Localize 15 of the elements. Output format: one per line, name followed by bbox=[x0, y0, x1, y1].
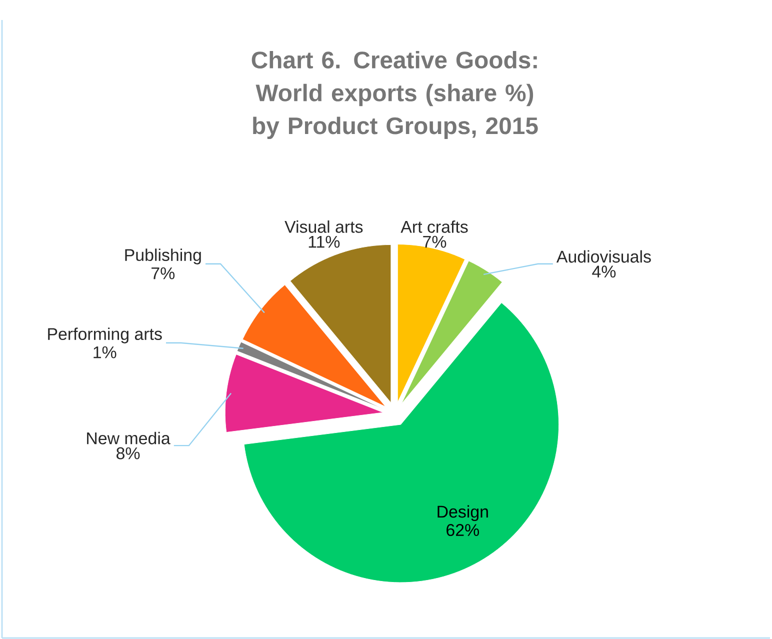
slice-label: Publishing bbox=[125, 248, 201, 264]
slice-label: Visual arts bbox=[284, 220, 363, 233]
slice-label: Design bbox=[438, 505, 488, 522]
data-label: 11% bbox=[308, 236, 340, 248]
slice-label: Art crafts bbox=[400, 220, 468, 233]
data-label: 1% bbox=[94, 346, 116, 358]
data-label: 62% bbox=[446, 524, 479, 536]
data-label: 7% bbox=[152, 267, 175, 280]
data-label: 7% bbox=[423, 236, 446, 248]
chart-title: Chart 6. Creative Goods: World exports (share %) by Product Groups, 2015 bbox=[252, 50, 538, 140]
data-label: 4% bbox=[592, 266, 616, 278]
slice-label: Audiovisuals bbox=[556, 250, 651, 263]
slice-label: Performing arts bbox=[48, 328, 162, 344]
data-label: 8% bbox=[116, 447, 140, 460]
slice-label: New media bbox=[87, 432, 170, 444]
